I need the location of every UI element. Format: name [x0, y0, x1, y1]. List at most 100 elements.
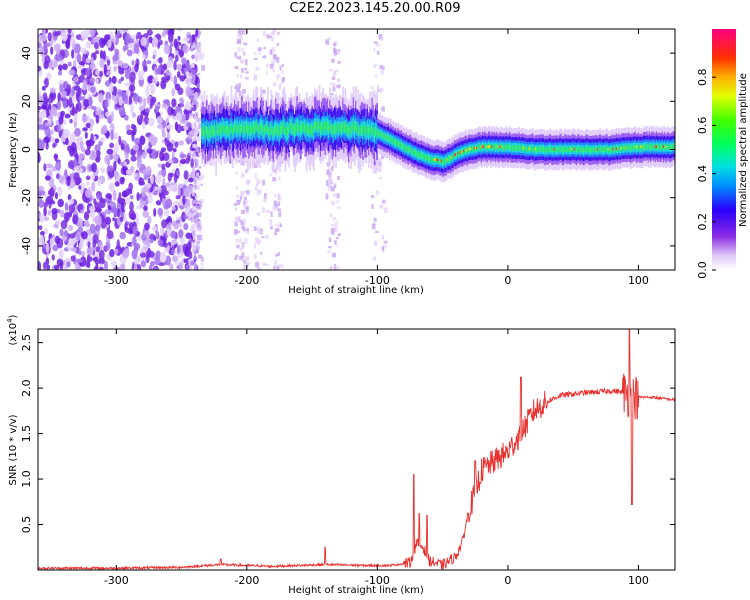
ridge-mark	[259, 122, 262, 131]
ridge-mark	[593, 147, 596, 153]
noise-mark	[84, 131, 88, 139]
noise-mark	[125, 143, 130, 154]
noise-mark	[57, 64, 63, 71]
noise-mark	[184, 178, 189, 185]
ridge-mark	[587, 147, 590, 153]
noise-mark	[131, 249, 138, 260]
noise-mark	[133, 259, 140, 265]
noise-mark	[132, 144, 140, 151]
streak-mark	[373, 220, 376, 227]
streak-mark	[188, 72, 192, 76]
streak-mark	[327, 185, 331, 191]
noise-mark	[188, 95, 194, 100]
streak-mark	[272, 68, 276, 72]
streak-mark	[198, 226, 202, 233]
noise-mark	[98, 140, 103, 147]
ridge-mark	[599, 146, 602, 152]
ridge-mark	[395, 139, 397, 145]
streak-mark	[238, 96, 241, 100]
noise-mark	[108, 165, 114, 172]
noise-mark	[124, 68, 131, 80]
streak-mark	[374, 74, 378, 78]
noise-mark	[82, 79, 88, 90]
streak-mark	[193, 178, 197, 184]
noise-mark	[95, 224, 101, 232]
streak-mark	[243, 157, 246, 161]
ridge-mark	[297, 123, 300, 133]
streak-mark	[374, 167, 378, 174]
streak-mark	[376, 50, 380, 55]
noise-mark	[174, 141, 179, 148]
noise-mark	[118, 79, 122, 84]
noise-mark	[63, 118, 67, 126]
streak-mark	[337, 233, 341, 236]
ridge-mark	[647, 145, 650, 151]
noise-mark	[50, 46, 54, 55]
ridge-mark	[664, 144, 666, 150]
noise-mark	[70, 35, 75, 46]
noise-mark	[118, 192, 122, 203]
streak-mark	[240, 192, 244, 197]
ridge-mark	[283, 121, 286, 132]
ridge-mark	[550, 146, 552, 152]
streak-mark	[200, 256, 204, 262]
ridge-mark	[357, 124, 360, 134]
noise-mark	[78, 96, 85, 101]
snr-axes: -300 -200 -100 0 100 0.5 1.0 1.5 2.0 2.5	[20, 329, 675, 587]
ridge-mark	[386, 135, 389, 141]
noise-mark	[139, 114, 144, 120]
noise-mark	[146, 29, 153, 36]
noise-mark	[130, 86, 134, 97]
ridge-mark	[673, 143, 675, 149]
streak-mark	[329, 68, 333, 72]
noise-mark	[67, 29, 72, 35]
noise-mark	[143, 205, 148, 212]
ridge-mark	[531, 146, 534, 152]
y-tick-label: 1.0	[20, 470, 33, 488]
noise-mark	[146, 182, 152, 189]
noise-mark	[72, 95, 76, 103]
noise-mark	[149, 238, 154, 244]
streak-mark	[378, 166, 382, 173]
streak-mark	[379, 65, 384, 69]
ridge-mark	[209, 129, 212, 139]
noise-mark	[61, 31, 68, 42]
streak-mark	[274, 170, 277, 175]
y-tick-label: 0	[20, 146, 33, 153]
ridge-mark	[409, 146, 411, 153]
noise-mark	[80, 182, 85, 190]
noise-mark	[49, 186, 55, 198]
noise-mark	[45, 242, 50, 253]
ridge-mark	[614, 146, 617, 152]
ridge-mark	[458, 150, 461, 156]
ridge-mark	[256, 121, 259, 131]
streak-mark	[273, 204, 278, 209]
ridge-mark	[537, 147, 539, 153]
streak-mark	[325, 193, 329, 200]
noise-mark	[62, 63, 68, 71]
noise-mark	[74, 263, 81, 270]
streak-mark	[233, 229, 238, 235]
noise-mark	[123, 212, 127, 223]
ridge-mark	[627, 145, 630, 151]
noise-mark	[98, 257, 105, 265]
noise-mark	[53, 264, 60, 270]
noise-mark	[100, 167, 106, 174]
noise-mark	[170, 239, 178, 245]
noise-mark	[120, 143, 125, 151]
noise-mark	[47, 102, 52, 111]
ridge-mark	[337, 125, 340, 134]
noise-mark	[140, 260, 147, 268]
noise-mark	[66, 84, 72, 94]
noise-mark	[46, 264, 51, 270]
streak-mark	[274, 260, 277, 266]
noise-mark	[42, 261, 47, 270]
ridge-mark	[634, 144, 637, 150]
noise-mark	[90, 132, 94, 144]
noise-mark	[122, 249, 129, 259]
streak-mark	[193, 209, 196, 213]
snr-xlabel: Height of straight line (km)	[288, 585, 424, 596]
streak-mark	[333, 49, 338, 56]
noise-mark	[163, 210, 170, 217]
noise-mark	[43, 201, 48, 208]
